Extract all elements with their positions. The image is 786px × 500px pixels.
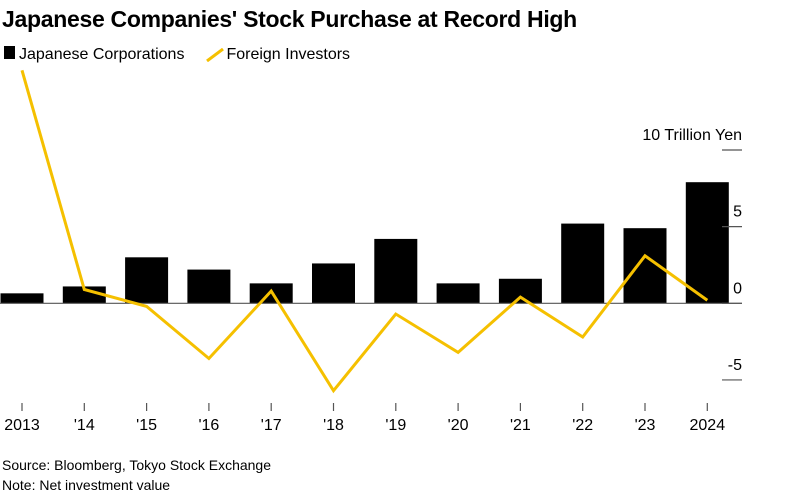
chart-plot: -5 0 5 10 Trillion Yen 2013 '14 '15 '16 '17 '18 '1… bbox=[0, 69, 742, 434]
x-tick-label: 2013 bbox=[4, 417, 40, 434]
legend-item-corporations: Japanese Corporations bbox=[4, 46, 184, 64]
x-tick-label: '22 bbox=[572, 417, 593, 434]
bar-'21 bbox=[498, 278, 542, 304]
x-tick-label: '18 bbox=[323, 417, 344, 434]
y-tick-label: -5 bbox=[728, 357, 742, 374]
chart-title: Japanese Companies' Stock Purchase at Re… bbox=[2, 6, 577, 32]
y-tick-label: 5 bbox=[733, 204, 742, 221]
y-tick-label: 0 bbox=[733, 280, 742, 297]
x-tick-label: '23 bbox=[635, 417, 656, 434]
bar-'18 bbox=[312, 263, 355, 304]
source-note: Source: Bloomberg, Tokyo Stock Exchange bbox=[2, 457, 272, 473]
footnote: Note: Net investment value bbox=[2, 477, 171, 493]
bar-'19 bbox=[374, 238, 418, 304]
x-tick-label: '14 bbox=[74, 417, 95, 434]
legend-label: Foreign Investors bbox=[226, 46, 351, 63]
bar-'16 bbox=[187, 269, 231, 304]
bar-2013 bbox=[0, 293, 44, 304]
y-tick-label: 10 Trillion Yen bbox=[642, 127, 742, 144]
x-tick-label: '15 bbox=[136, 417, 157, 434]
legend-item-foreign: Foreign Investors bbox=[192, 46, 350, 64]
x-tick-label: '17 bbox=[261, 417, 282, 434]
foreign-investors-line bbox=[20, 69, 709, 394]
x-tick-label: 2024 bbox=[690, 417, 726, 434]
legend: Japanese Corporations Foreign Investors bbox=[4, 46, 350, 64]
bar-2024 bbox=[685, 182, 729, 304]
x-tick-label: '21 bbox=[510, 417, 531, 434]
legend-swatch-bar bbox=[4, 46, 15, 59]
bar-'20 bbox=[436, 283, 480, 304]
bar-'14 bbox=[62, 286, 106, 304]
x-tick-label: '19 bbox=[385, 417, 406, 434]
x-tick-label: '16 bbox=[198, 417, 219, 434]
x-tick-label: '20 bbox=[448, 417, 469, 434]
bar-'15 bbox=[125, 257, 169, 304]
legend-swatch-line bbox=[206, 48, 225, 62]
bar-'22 bbox=[561, 223, 605, 304]
legend-label: Japanese Corporations bbox=[19, 46, 185, 63]
